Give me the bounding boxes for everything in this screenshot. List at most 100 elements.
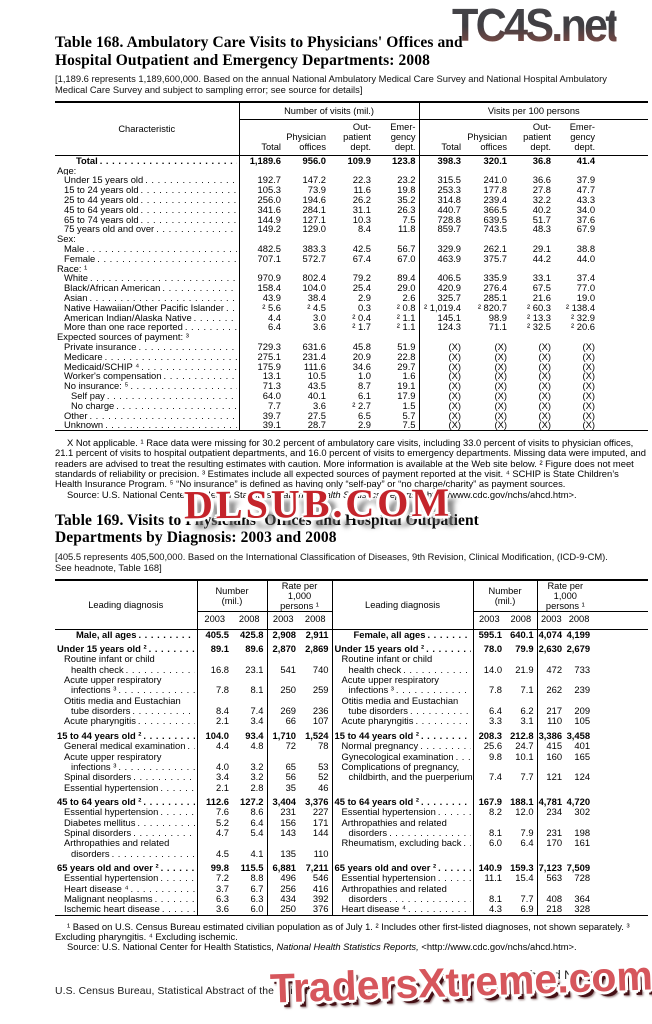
value-cell: 7,123 [538, 861, 563, 873]
value-cell: (X) [538, 370, 552, 382]
value-cell: 29.0 [374, 283, 420, 293]
value-cell: 36.8 [532, 154, 552, 166]
label-text: Acute upper respiratory [64, 675, 162, 686]
value-cell: ² 820.7 [477, 301, 508, 313]
value-cell [554, 332, 648, 342]
value-cell: 67.0 [374, 253, 420, 264]
row-label: Essential hypertension [55, 873, 196, 883]
row-label-cell: disorders [332, 827, 474, 839]
column-group-number-left: Number (mil.) [197, 579, 268, 612]
row-label: health check [333, 665, 473, 675]
table-row: Female 707.1 572.7 67.467.0 463.9 375.7 44.2 44… [55, 253, 648, 264]
dot-leader [149, 644, 195, 654]
value-cell: 16.8 [210, 663, 229, 675]
value-cell: 21.9 [505, 664, 538, 676]
dot-leader [160, 783, 194, 793]
row-label: General medical examination [55, 741, 196, 751]
table-row: 45 to 64 years old 341.6 284.1 31.126.3 440.… [55, 203, 648, 215]
value-cell: 440.7 [437, 203, 462, 215]
label-text: Malignant neoplasms [64, 893, 153, 904]
dot-leader [160, 807, 194, 817]
label-text: Acute upper respiratory [64, 751, 162, 762]
row-label: Unknown [55, 420, 238, 430]
value-cell: 1.5 [374, 400, 420, 411]
value-cell: 10.1 [505, 751, 538, 762]
dot-leader [426, 644, 470, 654]
table-subheader-row: Total Physician offices Out- patient dep… [55, 119, 649, 156]
row-label-cell: Other [55, 410, 240, 421]
value-cell [554, 234, 648, 244]
value-cell: 123.8 [374, 155, 420, 166]
value-cell: 320.1 [483, 154, 508, 166]
value-cell: 39.7 [262, 409, 281, 421]
row-label-cell: Ischemic heart disease [55, 904, 198, 916]
value-cell [505, 848, 538, 859]
row-label: Male [55, 244, 238, 254]
value-cell: (X) [448, 340, 462, 352]
value-cell: 34.0 [576, 203, 596, 215]
dot-leader [141, 362, 236, 372]
row-label-cell: 65 years old and over ² [55, 858, 198, 874]
row-label: Medicaid/SCHIP ⁴ [55, 362, 238, 372]
value-cell: 167.9 [478, 795, 503, 807]
row-label-cell: Female, all ages [332, 629, 474, 641]
label-text: Otitis media and Eustachian [341, 695, 459, 706]
row-label: Arthropathies and related [55, 838, 196, 848]
dot-leader [438, 863, 470, 873]
value-cell: 156 [280, 816, 297, 828]
value-cell: ² 60.3 [527, 301, 552, 313]
dot-leader [420, 741, 470, 751]
row-label: infections ³ [333, 685, 473, 695]
value-cell: 2.8 [232, 782, 268, 793]
label-text: Arthropathies and related [341, 883, 447, 894]
value-cell: 22.8 [374, 351, 420, 362]
value-cell: ² 32.9 [571, 311, 596, 323]
row-label: Routine infant or child [55, 654, 196, 664]
row-label-cell: Asian [55, 292, 240, 303]
row-label-cell: Spinal disorders [55, 772, 198, 783]
row-label-cell: Age: [55, 165, 240, 176]
row-label-cell: Arthropathies and related [332, 817, 474, 828]
value-cell: 42.5 [352, 242, 371, 254]
dot-leader [141, 185, 237, 195]
table-row: Acute upper respiratory Gynecological exa… [55, 751, 648, 762]
row-label: Under 15 years old ² [333, 644, 473, 654]
label-text: Race: ¹ [57, 263, 88, 274]
value-cell: 7.7 [267, 399, 281, 411]
value-cell: 364 [574, 892, 591, 904]
row-label-cell: Female [55, 253, 240, 264]
table-row: Race: ¹ [55, 263, 648, 274]
value-cell: 8.8 [232, 872, 268, 884]
label-text: 65 years old and over ² [57, 862, 159, 873]
value-cell: 34.6 [352, 360, 371, 372]
value-cell: 2.1 [215, 715, 229, 727]
dot-leader [415, 716, 470, 726]
value-cell: 192.7 [257, 174, 281, 186]
value-cell: 3,458 [566, 729, 591, 741]
value-cell: (X) [538, 419, 552, 431]
row-label: 65 to 74 years old [55, 215, 238, 225]
label-text: Essential hypertension [64, 807, 159, 818]
label-text: 45 to 64 years old ² [57, 796, 142, 807]
year-header: 2003 [267, 611, 300, 630]
value-cell: ² 1.1 [374, 322, 420, 333]
row-label: Normal pregnancy [333, 741, 473, 751]
label-text: Under 15 years old ² [334, 644, 425, 655]
row-label-cell: Spinal disorders [55, 827, 198, 839]
value-cell: 3.2 [232, 771, 268, 783]
value-cell: 105 [574, 715, 591, 727]
source-url: <http://www.cdc.gov/nchs/ahcd.htm>. [418, 941, 577, 953]
dot-leader [162, 283, 236, 293]
label-text: Spinal disorders [64, 827, 132, 838]
table-year-row: 2003 2008 2003 2008 2003 2008 2003 2008 [55, 611, 649, 630]
value-cell: 8.4 [357, 223, 371, 235]
table-168-headnote: [1,189.6 represents 1,189,600,000. Based… [55, 73, 607, 96]
table-row: Expected sources of payment: ³ [55, 332, 648, 342]
value-cell: 11.1 [484, 872, 503, 884]
value-cell: 740 [299, 664, 333, 676]
value-cell: (X) [494, 389, 508, 401]
value-cell: 158.4 [257, 282, 281, 294]
